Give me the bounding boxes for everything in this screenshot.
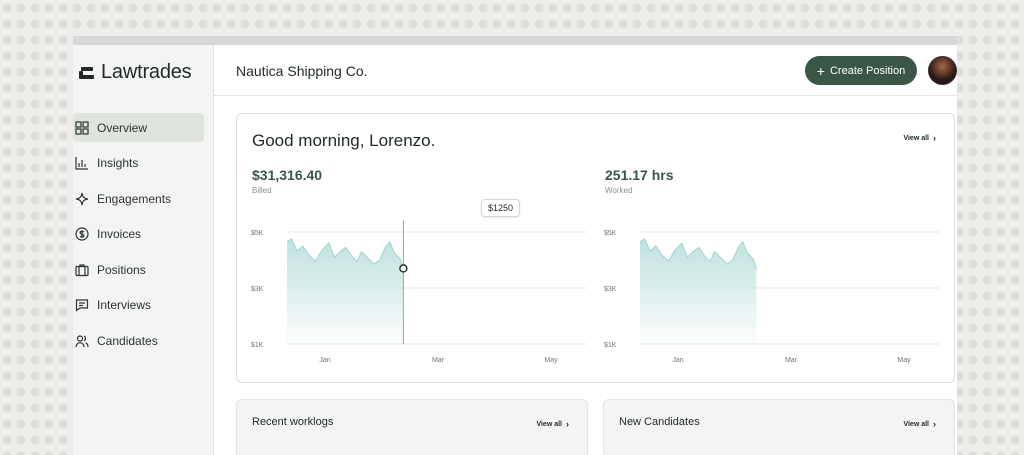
worked-metric: 251.17 hrs Worked (605, 167, 674, 195)
overview-view-all-link[interactable]: View all › (903, 133, 936, 143)
x-tick-label: May (897, 357, 911, 364)
recent-worklogs-title: Recent worklogs (252, 416, 334, 428)
new-candidates-title: New Candidates (619, 416, 700, 428)
sidebar-item-candidates[interactable]: Candidates (73, 326, 204, 355)
sidebar-item-label: Overview (97, 120, 148, 135)
sidebar-item-positions[interactable]: Positions (73, 255, 204, 284)
dollar-circle-icon (75, 227, 89, 241)
worked-value: 251.17 hrs (605, 167, 674, 183)
top-header: Nautica Shipping Co. + Create Position (214, 45, 957, 96)
worked-chart[interactable]: $5K $3K $1K Jan Mar May (604, 222, 944, 372)
new-candidates-card: New Candidates View all › (603, 399, 955, 455)
y-tick-label: $1K (251, 342, 264, 349)
logo-mark-icon (79, 66, 95, 80)
chevron-right-icon: › (933, 133, 936, 143)
recent-worklogs-card: Recent worklogs View all › (236, 399, 588, 455)
chat-icon (75, 298, 89, 312)
billed-metric: $31,316.40 Billed (252, 167, 322, 195)
area-series (287, 239, 404, 344)
sidebar-item-label: Engagements (97, 191, 172, 206)
view-all-label: View all (903, 134, 929, 142)
candidates-view-all-link[interactable]: View all › (903, 419, 936, 429)
worked-label: Worked (605, 186, 633, 195)
sidebar-nav: Overview Insights Engagements Invoices (73, 113, 204, 362)
x-tick-label: Jan (319, 357, 330, 364)
y-tick-label: $5K (604, 230, 617, 237)
x-tick-label: Jan (672, 357, 683, 364)
logo-text: Lawtrades (101, 61, 192, 83)
plus-icon: + (816, 62, 825, 79)
y-tick-label: $1K (604, 342, 617, 349)
sidebar-item-label: Insights (97, 156, 139, 170)
sidebar-item-label: Candidates (97, 333, 158, 348)
sidebar-item-invoices[interactable]: Invoices (73, 220, 204, 249)
chart-tooltip: $1250 (481, 199, 521, 217)
y-tick-label: $3K (251, 286, 264, 293)
view-all-label: View all (536, 420, 562, 428)
sidebar-item-label: Interviews (97, 298, 152, 312)
x-tick-label: May (544, 357, 558, 364)
briefcase-icon (75, 263, 89, 277)
worklogs-view-all-link[interactable]: View all › (536, 419, 569, 429)
app-window: Lawtrades Overview Insights Engagements (73, 36, 957, 455)
create-position-button[interactable]: + Create Position (805, 56, 917, 85)
sidebar-item-label: Positions (97, 262, 146, 277)
area-line (639, 238, 757, 269)
area-series (640, 239, 757, 344)
create-position-label: Create Position (829, 64, 906, 77)
y-tick-label: $3K (604, 286, 617, 293)
billed-label: Billed (252, 186, 272, 195)
overview-card: Good morning, Lorenzo. View all › $31,31… (236, 113, 955, 383)
greeting: Good morning, Lorenzo. (252, 131, 436, 150)
view-all-label: View all (903, 420, 929, 428)
avatar[interactable] (928, 56, 957, 85)
sidebar-item-overview[interactable]: Overview (73, 113, 204, 142)
highlight-point (399, 264, 408, 273)
billed-chart[interactable]: $5K $3K $1K Jan Mar May (251, 220, 591, 372)
sparkle-icon (75, 192, 89, 206)
x-tick-label: Mar (432, 357, 445, 364)
sidebar-item-label: Invoices (97, 227, 142, 241)
y-tick-label: $5K (251, 230, 264, 237)
sidebar-item-engagements[interactable]: Engagements (73, 184, 204, 213)
sidebar: Lawtrades Overview Insights Engagements (73, 45, 214, 455)
company-name: Nautica Shipping Co. (236, 63, 368, 79)
chart-svg: $5K $3K $1K Jan Mar May (251, 220, 587, 364)
x-tick-label: Mar (785, 357, 798, 364)
chart-svg: $5K $3K $1K Jan Mar May (604, 230, 940, 364)
logo[interactable]: Lawtrades (79, 61, 192, 84)
billed-value: $31,316.40 (252, 167, 323, 183)
users-icon (75, 334, 89, 348)
chevron-right-icon: › (933, 419, 936, 429)
sidebar-item-insights[interactable]: Insights (73, 149, 204, 178)
sidebar-item-interviews[interactable]: Interviews (73, 291, 204, 320)
bar-chart-icon (75, 156, 89, 170)
area-line (286, 238, 404, 269)
grid-icon (75, 120, 89, 135)
chevron-right-icon: › (566, 419, 569, 429)
